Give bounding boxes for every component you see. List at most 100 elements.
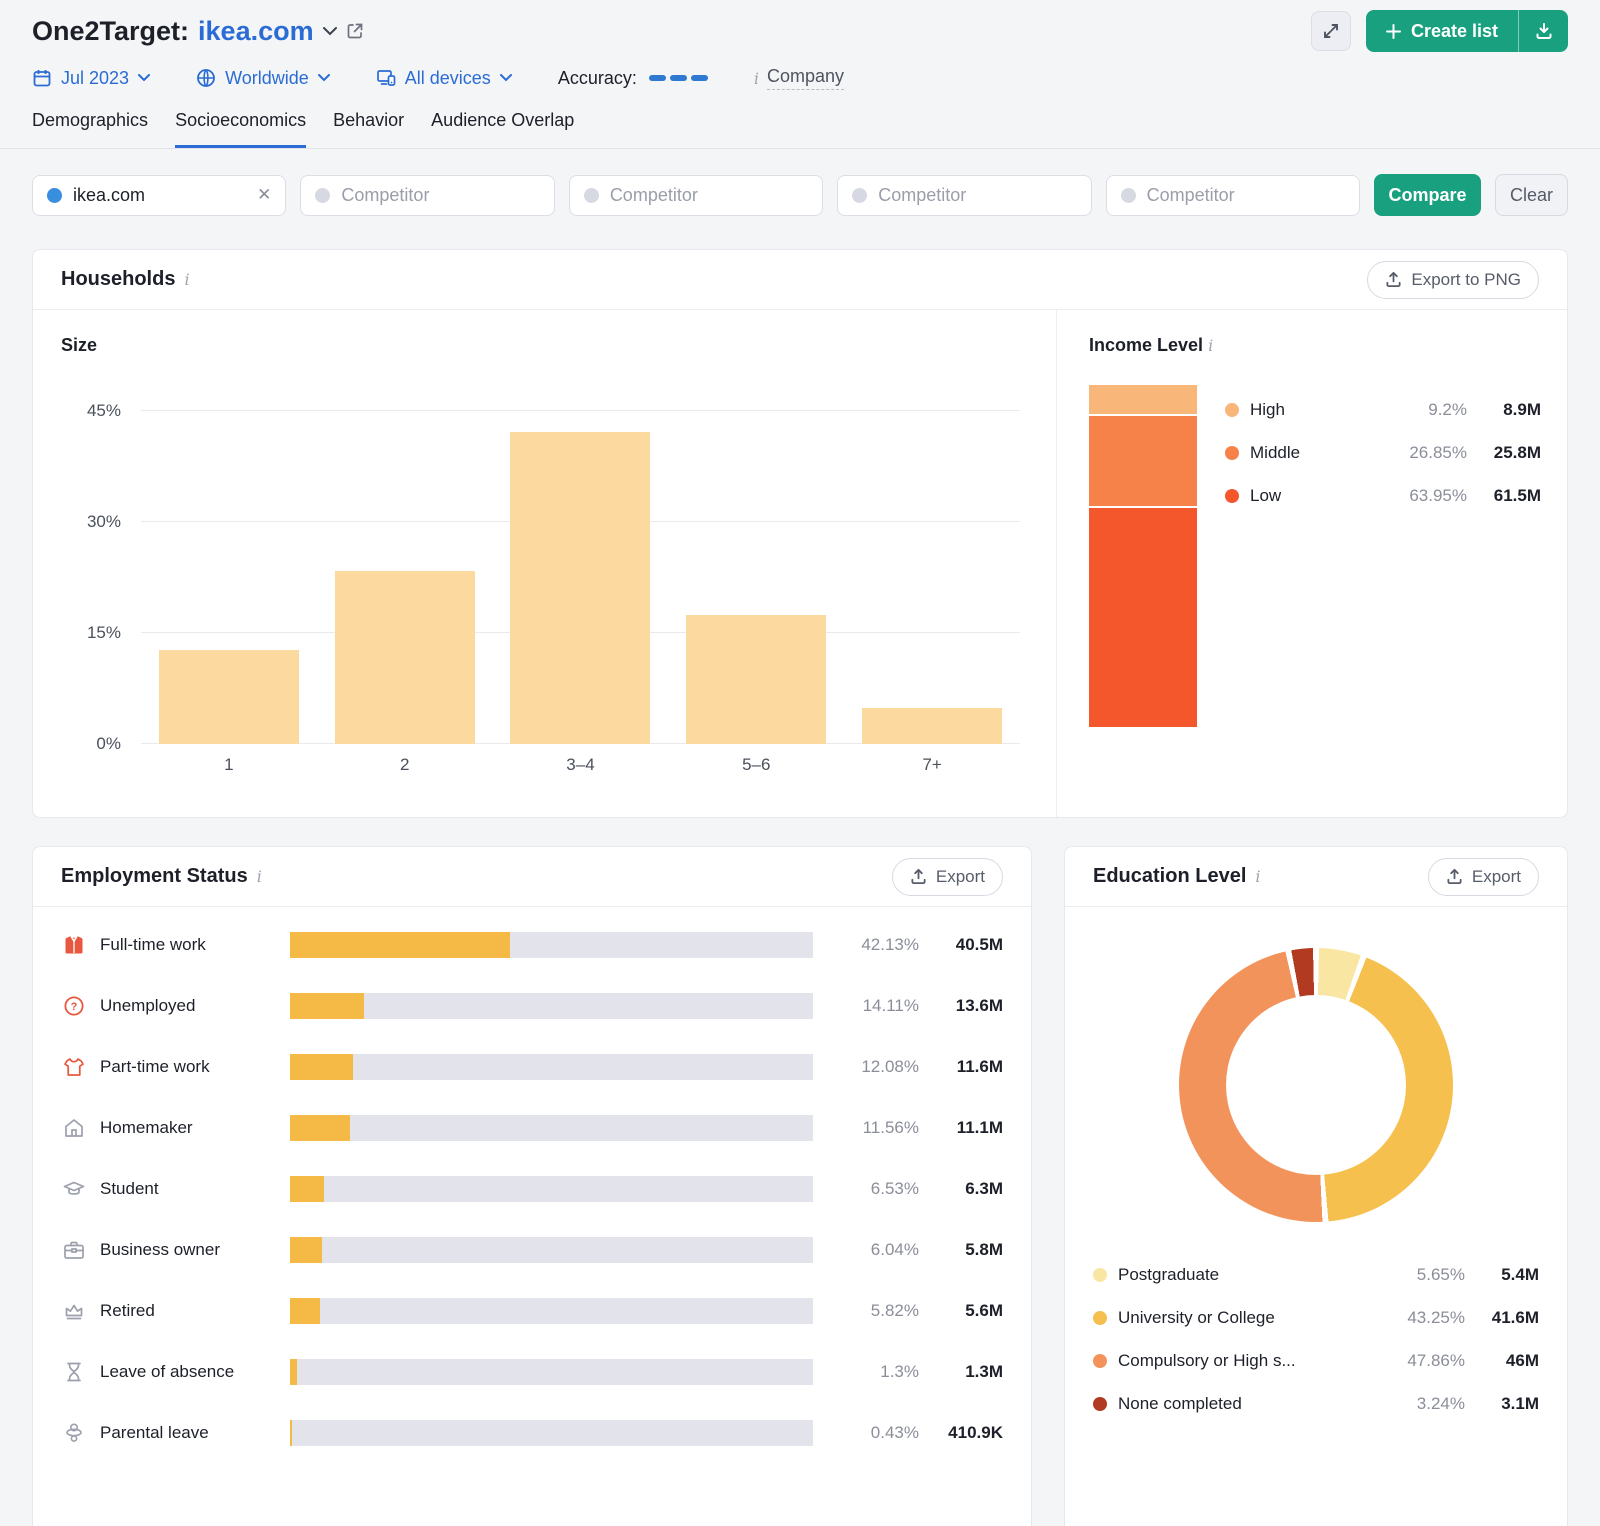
tab-socioeconomics[interactable]: Socioeconomics [175,110,307,148]
employment-pct: 42.13% [861,934,919,954]
income-level-section: Income Level i High 9.2% 8.9M [1057,310,1567,817]
competitor-input-2[interactable]: Competitor [568,174,824,216]
employment-pct: 14.11% [862,995,919,1015]
employment-value: 11.6M [956,1056,1003,1076]
chevron-down-icon [138,74,151,82]
income-legend: High 9.2% 8.9M Middle 26.85% 25.8M [1225,388,1541,727]
employment-rows: Full-time work 42.13% 40.5M ? Unemployed… [33,907,1031,1463]
homemaker-icon [61,1116,87,1140]
employment-bar[interactable] [290,1175,813,1202]
page-header: One2Target: ikea.com Create list [32,0,1568,52]
size-bar-category: 2 [399,755,410,774]
date-filter[interactable]: Jul 2023 [32,67,151,89]
employment-export-button[interactable]: Export [891,857,1003,896]
download-button[interactable] [1518,10,1568,52]
size-bar[interactable] [686,615,827,744]
export-icon [1447,868,1462,885]
date-filter-label: Jul 2023 [61,67,130,88]
domain-dropdown-chevron[interactable] [322,26,337,36]
legend-label: Low [1250,485,1282,505]
size-bar[interactable] [862,707,1003,744]
compare-button[interactable]: Compare [1374,174,1482,216]
tab-demographics[interactable]: Demographics [32,110,149,130]
employment-bar[interactable] [290,1114,813,1141]
education-export-button[interactable]: Export [1427,857,1539,896]
devices-icon [376,70,396,86]
employment-bar[interactable] [290,1236,813,1263]
info-icon[interactable]: i [1208,336,1214,355]
employment-bar[interactable] [290,931,813,958]
info-icon[interactable]: i [1255,867,1261,886]
education-donut-hole [1226,995,1406,1175]
gridline-45 [141,410,1020,411]
y-tick: 30% [86,512,121,531]
accuracy-label: Accuracy: [557,67,637,88]
legend-dot [1093,1396,1107,1411]
competitor-input-1[interactable]: Competitor [300,174,555,216]
devices-filter[interactable]: All devices [376,68,512,89]
education-donut-chart[interactable] [1179,948,1453,1222]
legend-pct: 9.2% [1428,399,1467,419]
employment-bar[interactable] [290,992,813,1019]
size-bars [141,383,1020,744]
legend-dot [1093,1310,1107,1325]
education-level-card: Education Level i Export Postgraduate 5.… [1064,846,1568,1526]
company-link[interactable]: i Company [754,66,845,90]
devices-filter-label: All devices [404,67,491,88]
employment-label: Business owner [100,1239,221,1259]
region-filter[interactable]: Worldwide [196,68,330,89]
employment-label: Leave of absence [100,1361,235,1381]
size-bar[interactable] [334,570,475,744]
size-bar[interactable] [510,432,651,744]
fullscreen-button[interactable] [1310,11,1351,51]
svg-text:?: ? [71,1001,78,1013]
chevron-down-icon [499,74,512,82]
employment-row: Leave of absence 1.3% 1.3M [61,1341,1003,1402]
income-segment-low[interactable] [1089,508,1197,727]
income-segment-middle[interactable] [1089,416,1197,509]
domain-color-dot [47,187,62,203]
employment-bar[interactable] [290,1358,813,1385]
tab-audience-overlap[interactable]: Audience Overlap [431,110,575,130]
competitor-input-3[interactable]: Competitor [837,174,1092,216]
employment-label: Part-time work [100,1056,210,1076]
create-list-label: Create list [1410,20,1498,41]
clear-button[interactable]: Clear [1495,174,1569,216]
legend-pct: 26.85% [1409,442,1467,462]
export-to-png-button[interactable]: Export to PNG [1367,260,1539,299]
create-list-button[interactable]: Create list [1365,10,1518,52]
seed-domain-input[interactable]: ikea.com ✕ [32,174,287,216]
size-bar[interactable] [158,650,299,744]
households-card-header: Households i Export to PNG [33,250,1567,310]
employment-bar[interactable] [290,1419,813,1446]
income-level-title: Income Level i [1089,335,1214,355]
export-icon [911,868,926,885]
info-icon[interactable]: i [256,867,262,886]
competitor-placeholder: Competitor [878,184,967,205]
employment-bar[interactable] [290,1297,813,1324]
income-segment-high[interactable] [1089,385,1197,417]
info-icon[interactable]: i [184,270,190,289]
employment-pct: 11.56% [862,1117,919,1137]
close-icon[interactable]: ✕ [257,185,272,204]
region-filter-label: Worldwide [225,67,309,88]
education-card-header: Education Level i Export [1065,847,1567,907]
legend-label: Postgraduate [1118,1264,1220,1284]
employment-row: Business owner 6.04% 5.8M [61,1219,1003,1280]
employment-bar[interactable] [290,1053,813,1080]
accuracy-level-dashes [648,75,708,81]
size-chart-title: Size [61,335,98,355]
tab-behavior[interactable]: Behavior [333,110,405,130]
lower-cards-row: Employment Status i Export Full-time wor… [32,846,1568,1526]
calendar-icon [33,70,51,87]
income-level-chart: High 9.2% 8.9M Middle 26.85% 25.8M [1089,385,1541,727]
legend-pct: 5.65% [1416,1264,1465,1284]
filter-bar: Jul 2023 Worldwide All devices Accuracy:… [32,66,1568,90]
external-link-icon[interactable] [346,22,364,40]
competitor-color-dot [852,187,868,203]
y-tick: 45% [86,401,121,420]
size-bar-category: 3–4 [566,755,595,774]
competitor-input-4[interactable]: Competitor [1105,174,1361,216]
competitor-placeholder: Competitor [609,184,698,205]
employment-label: Full-time work [100,934,206,954]
